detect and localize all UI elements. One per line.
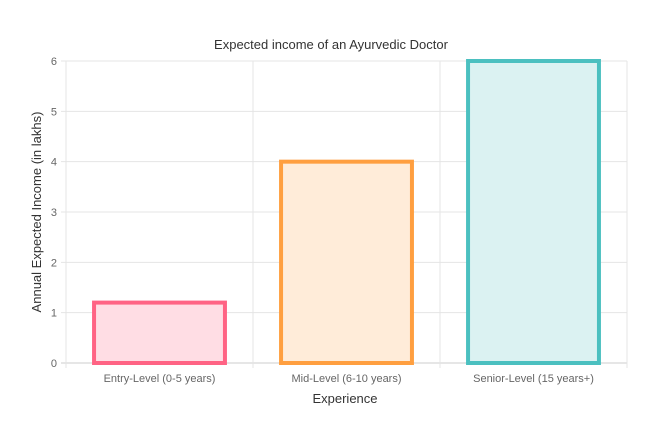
- x-tick-label: Mid-Level (6-10 years): [291, 373, 401, 385]
- y-tick-label: 6: [51, 56, 57, 68]
- y-tick-label: 1: [51, 308, 57, 320]
- chart-title: Expected income of an Ayurvedic Doctor: [214, 37, 449, 52]
- x-tick-label: Entry-Level (0-5 years): [104, 373, 216, 385]
- y-tick-label: 3: [51, 207, 57, 219]
- y-tick-label: 4: [51, 157, 57, 169]
- bar: [466, 59, 601, 365]
- bar: [279, 159, 414, 365]
- y-axis-label: Annual Expected Income (in lakhs): [29, 112, 44, 313]
- x-tick-label: Senior-Level (15 years+): [473, 373, 594, 385]
- y-tick-label: 5: [51, 106, 57, 118]
- bar: [92, 300, 227, 366]
- y-tick-label: 0: [51, 358, 57, 370]
- y-tick-label: 2: [51, 257, 57, 269]
- x-axis-label: Experience: [312, 391, 377, 406]
